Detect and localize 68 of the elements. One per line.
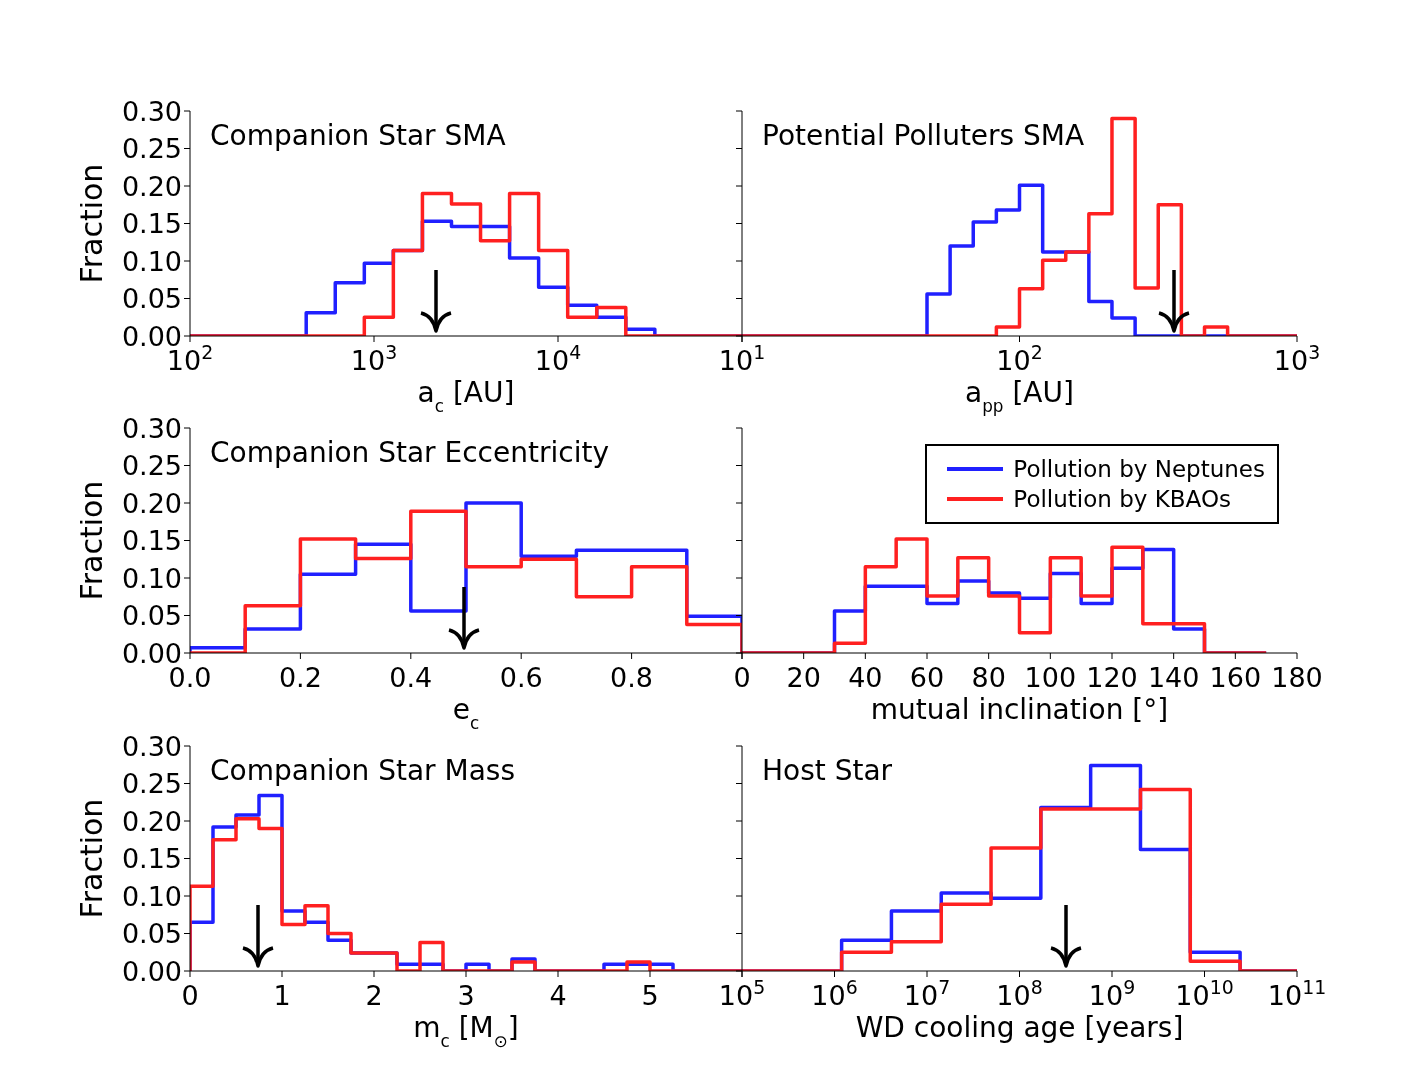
y-tick-label: 0.00 [121,955,182,987]
chart-title: Potential Polluters SMA [762,119,1085,152]
legend-label: Pollution by KBAOs [1013,486,1232,512]
x-tick-label: 10$^{1}$ [718,341,766,376]
y-tick-label: 0.05 [121,283,182,315]
x-tick-label: 0.2 [278,662,322,693]
y-axis-title: Fraction [74,798,109,919]
x-tick-label: 10$^{3}$ [1273,341,1321,376]
x-tick-label: 180 [1271,662,1323,693]
x-tick-label: 20 [786,662,821,693]
chart-title: Companion Star Eccentricity [210,436,609,469]
chart-title: Companion Star Mass [210,754,516,787]
y-tick-label: 0.15 [121,525,182,557]
x-tick-label: 10$^{10}$ [1175,976,1234,1011]
x-tick-label: 0.4 [389,662,433,693]
x-tick-label: 160 [1209,662,1262,693]
legend-label: Pollution by Neptunes [1013,456,1265,482]
y-tick-label: 0.25 [121,768,182,800]
y-tick-label: 0.25 [121,450,182,482]
x-tick-label: 10$^{4}$ [534,341,582,376]
x-tick-label: 0.6 [499,662,543,693]
y-tick-label: 0.20 [121,487,182,519]
x-tick-label: 100 [1024,662,1077,693]
y-tick-label: 0.10 [121,880,182,912]
x-axis-title: m$_{c}$ [M$_{⊙}$] [413,1011,519,1051]
x-tick-label: 10$^{2}$ [996,341,1043,376]
y-tick-label: 0.15 [121,843,182,875]
x-tick-label: 1 [273,980,291,1011]
y-axis-title: Fraction [74,163,109,284]
chart-title: Companion Star SMA [210,119,506,152]
x-tick-label: 10$^{11}$ [1267,976,1327,1011]
y-tick-label: 0.10 [121,245,182,277]
chart-title: Host Star [762,754,893,787]
y-tick-label: 0.15 [121,208,182,240]
x-axis-title: mutual inclination [°] [870,693,1169,726]
x-tick-label: 0.0 [168,662,212,693]
x-tick-label: 10$^{6}$ [811,976,858,1011]
x-tick-label: 0 [181,980,199,1011]
x-tick-label: 0 [733,662,751,693]
x-tick-label: 10$^{8}$ [996,976,1043,1011]
y-tick-label: 0.05 [121,600,182,632]
x-axis-title: a$_{c}$ [AU] [417,376,515,416]
x-tick-label: 120 [1086,662,1138,693]
x-tick-label: 10$^{7}$ [903,976,951,1011]
x-tick-label: 10$^{5}$ [718,976,766,1011]
y-tick-label: 0.20 [121,170,182,202]
y-axis-title: Fraction [74,480,109,601]
y-tick-label: 0.20 [121,805,182,837]
x-tick-label: 0.8 [610,662,654,693]
y-tick-label: 0.05 [121,918,182,950]
x-tick-label: 140 [1147,662,1200,693]
y-tick-label: 0.30 [121,95,182,127]
x-tick-label: 10$^{9}$ [1088,976,1136,1011]
x-tick-label: 4 [549,980,567,1011]
x-axis-title: a$_{pp}$ [AU] [965,376,1074,416]
x-tick-label: 2 [365,980,383,1011]
x-tick-label: 60 [909,662,945,693]
x-tick-label: 3 [457,980,475,1011]
x-tick-label: 40 [848,662,883,693]
x-tick-label: 5 [641,980,659,1011]
y-tick-label: 0.10 [121,562,182,594]
x-tick-label: 10$^{3}$ [350,341,398,376]
x-axis-title: e$_{c}$ [452,693,480,733]
y-tick-label: 0.30 [121,412,182,444]
x-axis-title: WD cooling age [years] [855,1011,1184,1044]
y-tick-label: 0.25 [121,133,182,165]
x-tick-label: 80 [971,662,1006,693]
y-tick-label: 0.30 [121,730,182,762]
